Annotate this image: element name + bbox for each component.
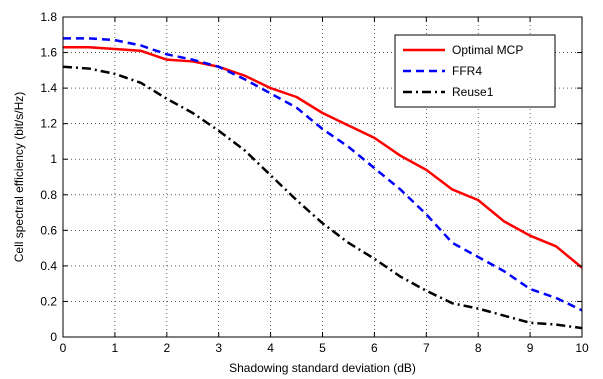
y-tick-label: 0	[50, 330, 57, 344]
x-tick-label: 6	[371, 341, 378, 355]
series-line-optimal-mcp	[63, 45, 583, 269]
y-axis-label: Cell spectral efficiency (bit/s/Hz)	[12, 92, 26, 263]
x-tick-label: 9	[527, 341, 534, 355]
x-axis-label: Shadowing standard deviation (dB)	[229, 361, 416, 375]
x-tick-label: 2	[163, 341, 170, 355]
legend: Optimal MCP FFR4 Reuse1	[394, 34, 556, 108]
x-tick-label: 3	[215, 341, 222, 355]
y-tick-label: 1.8	[40, 10, 57, 24]
series-line-ffr4	[63, 37, 583, 312]
y-tick-label: 1.6	[40, 46, 57, 60]
x-tick-label: 4	[267, 341, 274, 355]
x-tick-label: 1	[112, 341, 119, 355]
legend-label: Optimal MCP	[452, 43, 523, 57]
legend-label: Reuse1	[452, 85, 494, 99]
y-tick-label: 1.2	[40, 117, 57, 131]
y-tick-label: 1	[50, 152, 57, 166]
x-tick-label: 0	[60, 341, 67, 355]
x-tick-label: 10	[575, 341, 589, 355]
x-tick-label: 7	[423, 341, 430, 355]
x-tick-label: 5	[319, 341, 326, 355]
axis-ticks: 0 1 2 3 4 5 6 7 8 9 10 0 0.2 0.4 0.6 0.8 1 1.2 1.4 1.6 1.8	[40, 10, 589, 355]
legend-label: FFR4	[452, 64, 482, 78]
y-tick-label: 1.4	[40, 81, 57, 95]
y-tick-label: 0.2	[40, 294, 57, 308]
plot-series	[62, 37, 583, 330]
x-tick-label: 8	[475, 341, 482, 355]
y-tick-label: 0.4	[40, 259, 57, 273]
series-line-reuse1	[62, 65, 583, 330]
y-tick-label: 0.8	[40, 188, 57, 202]
y-tick-label: 0.6	[40, 223, 57, 237]
